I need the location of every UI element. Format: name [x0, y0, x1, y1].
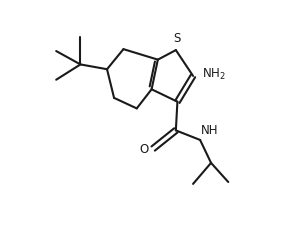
- Text: S: S: [173, 32, 181, 44]
- Text: NH: NH: [201, 124, 219, 137]
- Text: O: O: [140, 143, 149, 156]
- Text: NH$_2$: NH$_2$: [202, 67, 226, 82]
